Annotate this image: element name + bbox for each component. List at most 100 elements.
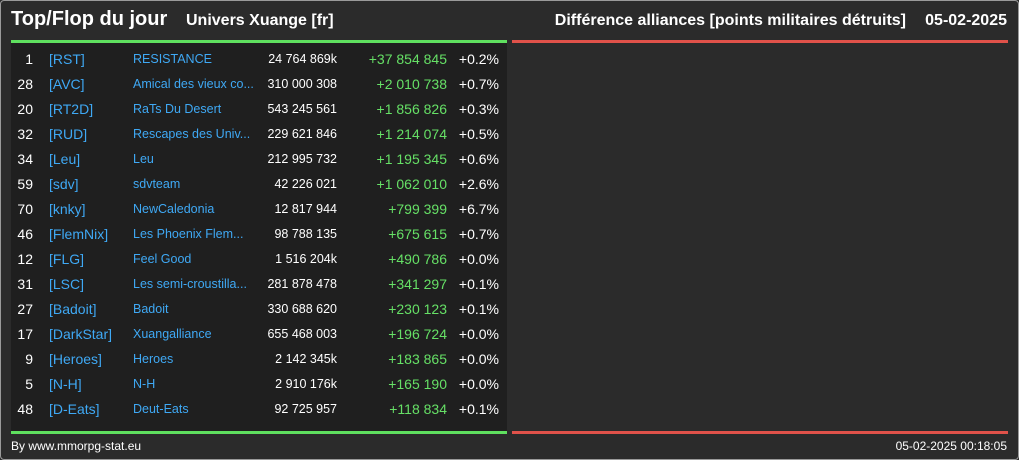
alliance-rank: 48 [17,401,33,417]
alliance-name-link[interactable]: RaTs Du Desert [133,102,222,116]
alliance-percent: +0.2% [458,51,499,67]
alliance-points: 42 226 021 [274,177,337,191]
alliance-diff: +799 399 [388,201,447,217]
alliance-name-link[interactable]: Les semi-croustilla... [133,277,247,291]
alliance-name-link[interactable]: Leu [133,152,154,166]
top-panel-top-border [11,40,507,43]
alliance-rank: 12 [17,251,33,267]
alliance-name-link[interactable]: N-H [133,377,156,391]
alliance-row: 27 [Badoit] Badoit 330 688 620 +230 123 +0.1% [11,297,507,322]
alliance-rank: 28 [17,76,33,92]
alliance-tag-link[interactable]: [D-Eats] [49,401,100,417]
alliance-row: 70 [knky] NewCaledonia 12 817 944 +799 399 +6… [11,197,507,222]
alliance-rank: 17 [17,326,33,342]
alliance-points: 281 878 478 [267,277,337,291]
alliance-tag-link[interactable]: [Badoit] [49,301,97,317]
flop-panel-top-border [512,40,1008,43]
alliance-name-link[interactable]: sdvteam [133,177,181,191]
alliance-row: 5 [N-H] N-H 2 910 176k +165 190 +0.0% [11,372,507,397]
alliance-diff: +37 854 845 [368,51,447,67]
alliance-percent: +0.1% [458,301,499,317]
alliance-diff: +675 615 [388,226,447,242]
alliance-points: 310 000 308 [267,77,337,91]
alliance-tag-link[interactable]: [FLG] [49,251,85,267]
alliance-points: 229 621 846 [267,127,337,141]
alliance-points: 655 468 003 [267,327,337,341]
alliance-diff: +230 123 [388,301,447,317]
alliance-rank: 27 [17,301,33,317]
alliance-name-link[interactable]: Deut-Eats [133,402,189,416]
alliance-points: 1 516 204k [275,252,337,266]
alliance-name-link[interactable]: Xuangalliance [133,327,212,341]
top-list: 1 [RST] RESISTANCE 24 764 869k +37 854 845 +0… [11,43,507,431]
alliance-rank: 1 [25,51,33,67]
alliance-rank: 32 [17,126,33,142]
alliance-percent: +2.6% [458,176,499,192]
alliance-row: 1 [RST] RESISTANCE 24 764 869k +37 854 845 +0… [11,47,507,72]
alliance-diff: +341 297 [388,276,447,292]
alliance-tag-link[interactable]: [RST] [49,51,85,67]
alliance-diff: +1 062 010 [376,176,447,192]
alliance-rank: 9 [25,351,33,367]
alliance-diff: +490 786 [388,251,447,267]
alliance-name-link[interactable]: Amical des vieux co... [133,77,254,91]
alliance-tag-link[interactable]: [LSC] [49,276,85,292]
credit-link[interactable]: By www.mmorpg-stat.eu [11,439,142,453]
alliance-name-link[interactable]: Les Phoenix Flem... [133,227,244,241]
alliance-points: 543 245 561 [267,102,337,116]
alliance-row: 31 [LSC] Les semi-croustilla... 281 878 478… [11,272,507,297]
alliance-diff: +183 865 [388,351,447,367]
alliance-diff: +118 834 [389,401,447,417]
alliance-rank: 31 [17,276,33,292]
alliance-tag-link[interactable]: [RUD] [49,126,88,142]
alliance-tag-link[interactable]: [knky] [49,201,86,217]
alliance-tag-link[interactable]: [Leu] [49,151,81,167]
alliance-tag-link[interactable]: [N-H] [49,376,82,392]
alliance-rank: 59 [17,176,33,192]
alliance-row: 48 [D-Eats] Deut-Eats 92 725 957 +118 834 +0.… [11,397,507,422]
alliance-name-link[interactable]: Heroes [133,352,174,366]
alliance-rank: 20 [17,101,33,117]
alliance-name-link[interactable]: Rescapes des Univ... [133,127,251,141]
alliance-tag-link[interactable]: [AVC] [49,76,85,92]
alliance-row: 32 [RUD] Rescapes des Univ... 229 621 846 +1… [11,122,507,147]
alliance-points: 92 725 957 [274,402,337,416]
alliance-tag-link[interactable]: [DarkStar] [49,326,113,342]
flop-list [512,43,1008,431]
stat-title: Différence alliances [points militaires … [554,12,906,29]
alliance-percent: +0.1% [458,401,499,417]
alliance-percent: +6.7% [458,201,499,217]
alliance-percent: +0.7% [458,76,499,92]
alliance-tag-link[interactable]: [FlemNix] [49,226,109,242]
alliance-row: 34 [Leu] Leu 212 995 732 +1 195 345 +0.6% [11,147,507,172]
alliance-row: 17 [DarkStar] Xuangalliance 655 468 003 +196… [11,322,507,347]
page-title: Top/Flop du jour [11,8,168,30]
alliance-percent: +0.0% [458,326,499,342]
alliance-name-link[interactable]: RESISTANCE [133,52,212,66]
alliance-name-link[interactable]: Badoit [133,302,169,316]
flop-panel-bottom-border [512,431,1008,434]
alliance-row: 28 [AVC] Amical des vieux co... 310 000 308… [11,72,507,97]
alliance-row: 12 [FLG] Feel Good 1 516 204k +490 786 +0.0% [11,247,507,272]
alliance-tag-link[interactable]: [Heroes] [49,351,102,367]
alliance-diff: +196 724 [388,326,447,342]
alliance-percent: +0.6% [458,151,499,167]
alliance-rank: 46 [17,226,33,242]
alliance-tag-link[interactable]: [sdv] [49,176,79,192]
alliance-diff: +1 856 826 [376,101,447,117]
alliance-diff: +165 190 [388,376,447,392]
alliance-points: 2 142 345k [275,352,337,366]
header: Top/Flop du jour Univers Xuange [fr] Dif… [0,0,1019,40]
alliance-rank: 34 [17,151,33,167]
alliance-rank: 70 [17,201,33,217]
alliance-name-link[interactable]: NewCaledonia [133,202,215,216]
alliance-percent: +0.1% [458,276,499,292]
alliance-percent: +0.0% [458,251,499,267]
alliance-points: 98 788 135 [274,227,337,241]
alliance-name-link[interactable]: Feel Good [133,252,192,266]
top-panel-bottom-border [11,431,507,434]
alliance-points: 24 764 869k [268,52,337,66]
alliance-tag-link[interactable]: [RT2D] [49,101,94,117]
alliance-percent: +0.5% [458,126,499,142]
alliance-row: 59 [sdv] sdvteam 42 226 021 +1 062 010 +2.6% [11,172,507,197]
